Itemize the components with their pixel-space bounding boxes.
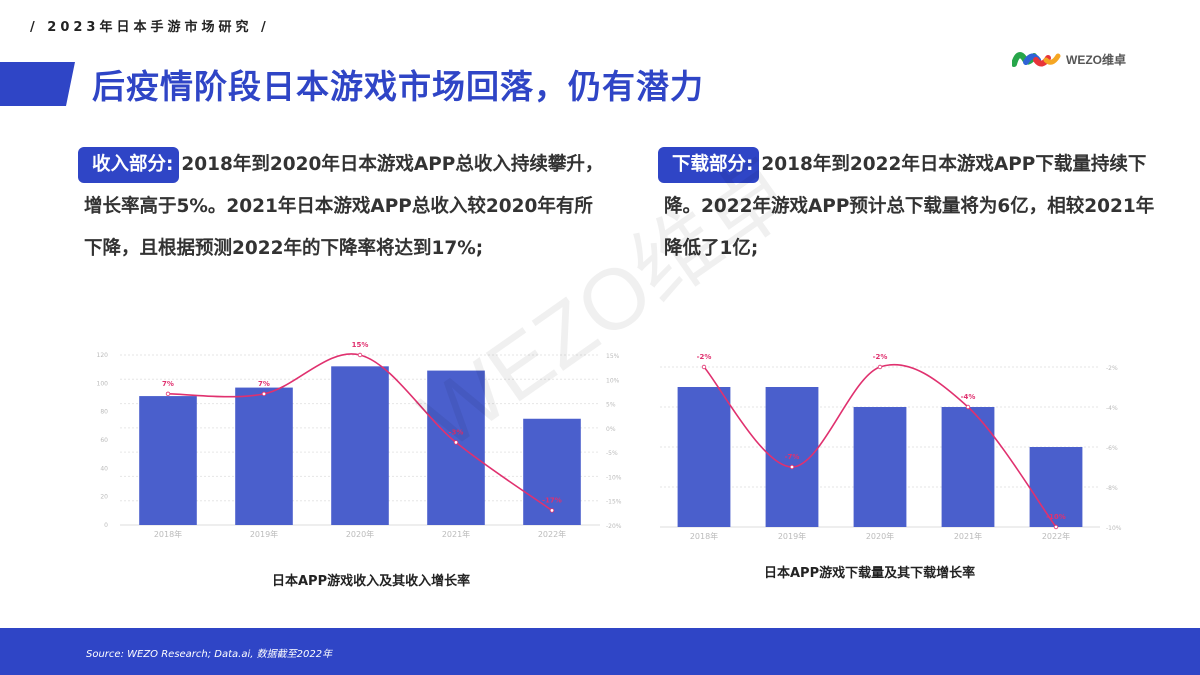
line-point [357,352,363,358]
left-axis-tick: 120 [97,352,109,359]
footer-bar: Source: WEZO Research; Data.ai, 数据截至2022… [0,628,1200,675]
right-axis-tick: 5% [606,402,616,409]
data-label: 7% [162,380,174,388]
line-point [965,404,971,410]
data-label: -7% [785,453,800,461]
left-axis-tick: 0 [104,522,108,529]
x-axis-label: 2018年 [690,531,718,541]
page-title: 后疫情阶段日本游戏市场回落，仍有潜力 [92,67,704,106]
data-label: 15% [352,341,369,349]
revenue-chart: -20% -15% -10% -5% 0% 5% 10% 15% 0 20 40 60 80 100 120… [80,340,640,545]
source-note: Source: WEZO Research; Data.ai, 数据截至2022… [86,649,333,660]
downloads-chart-title: 日本APP游戏下载量及其下载增长率 [764,566,976,581]
line-point [701,364,707,370]
wezo-logo: WEZO维卓 [1012,48,1126,70]
bar [139,396,197,525]
bar [427,370,485,525]
logo-text: WEZO维卓 [1066,52,1126,67]
title-accent-bar [0,62,75,106]
left-axis-tick: 100 [97,380,109,387]
left-axis-tick: 60 [100,437,108,444]
data-label: -3% [449,428,464,436]
bar [235,387,293,525]
revenue-chart-title: 日本APP游戏收入及其收入增长率 [272,574,471,589]
right-axis-tick: -20% [606,523,622,530]
revenue-section: 收入部分: 2018年到2020年日本游戏APP总收入持续攀升，增长率高于5%。2… [78,144,604,270]
right-axis-tick: -6% [1106,445,1118,452]
line-point [877,364,883,370]
downloads-label-chip: 下载部分: [658,147,760,183]
data-label: -4% [961,393,976,401]
data-label: -17% [542,496,562,504]
downloads-section: 下载部分: 2018年到2022年日本游戏APP下载量持续下降。2022年游戏AP… [658,144,1164,270]
data-label: -10% [1046,513,1066,521]
data-label: 7% [258,380,270,388]
line-point [453,440,459,445]
right-axis-tick: -2% [1106,365,1118,372]
right-axis-tick: 15% [606,353,620,360]
x-axis-label: 2021年 [954,531,982,541]
x-axis-label: 2020年 [346,529,374,539]
line-point [261,391,267,397]
line-point [549,508,555,513]
report-series-tag: / 2023年日本手游市场研究 / [30,20,270,35]
x-axis-label: 2019年 [778,531,806,541]
downloads-text: 2018年到2022年日本游戏APP下载量持续下降。2022年游戏APP预计总下… [664,154,1155,259]
left-axis-tick: 20 [100,494,108,501]
x-axis-label: 2022年 [1042,531,1070,541]
right-axis-tick: -8% [1106,485,1118,492]
right-axis-tick: -15% [606,499,622,506]
x-axis-label: 2019年 [250,529,278,539]
right-axis-tick: -5% [606,450,618,457]
right-axis-tick: 10% [606,377,620,384]
downloads-chart: -10% -8% -6% -4% -2% 2018年 2019年 2020年 2021年 2022… [640,340,1160,545]
wezo-logo-icon [1012,52,1061,67]
right-axis-tick: -10% [1106,525,1122,532]
bar [1029,447,1083,527]
right-axis-tick: -4% [1106,405,1118,412]
line-point [1053,524,1059,530]
line-point [789,464,795,470]
x-axis-label: 2022年 [538,529,566,539]
bar [677,387,731,527]
data-label: -2% [697,353,712,361]
revenue-text: 2018年到2020年日本游戏APP总收入持续攀升，增长率高于5%。2021年日… [84,154,604,259]
bar [523,418,581,525]
right-axis-tick: -10% [606,474,622,481]
left-axis-tick: 80 [100,409,108,416]
bar [941,407,995,527]
data-label: -2% [873,353,888,361]
line-point [165,391,171,397]
bar [331,366,389,525]
left-axis-tick: 40 [100,465,108,472]
bar [853,407,907,527]
x-axis-label: 2020年 [866,531,894,541]
revenue-label-chip: 收入部分: [78,147,180,183]
x-axis-label: 2018年 [154,529,182,539]
x-axis-label: 2021年 [442,529,470,539]
right-axis-tick: 0% [606,426,616,433]
